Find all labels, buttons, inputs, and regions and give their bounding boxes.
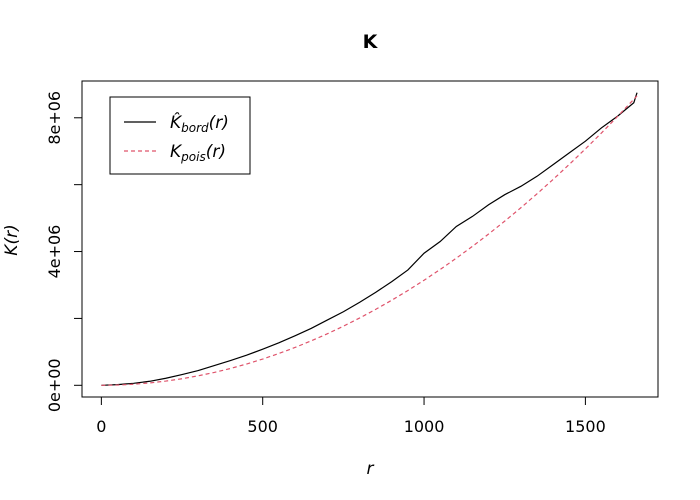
x-axis-label: r — [367, 459, 375, 479]
y-tick-label: 8e+06 — [45, 91, 64, 145]
x-tick-label: 1000 — [404, 417, 445, 436]
y-tick-label: 4e+06 — [45, 225, 64, 279]
series-layer — [101, 92, 638, 386]
y-axis-label-text: K(r) — [2, 224, 22, 255]
y-tick-label: 0e+00 — [45, 358, 64, 412]
x-tick-label: 500 — [247, 417, 278, 436]
chart-title: K — [363, 31, 379, 53]
x-axis: 0 500 1000 1500 — [96, 396, 606, 436]
series-line-k-pois — [101, 95, 638, 386]
x-tick-label: 1500 — [565, 417, 606, 436]
legend-label: Kpois(r) — [170, 142, 226, 164]
y-axis: 0e+00 4e+06 8e+06 — [45, 91, 83, 412]
legend: K̂bord(r) Kpois(r) — [109, 96, 251, 175]
x-tick-label: 0 — [96, 417, 106, 436]
y-axis-label: K(r) — [2, 224, 22, 255]
series-line-k-bord — [101, 92, 638, 386]
legend-box — [109, 96, 251, 175]
legend-label: K̂bord(r) — [170, 112, 229, 135]
